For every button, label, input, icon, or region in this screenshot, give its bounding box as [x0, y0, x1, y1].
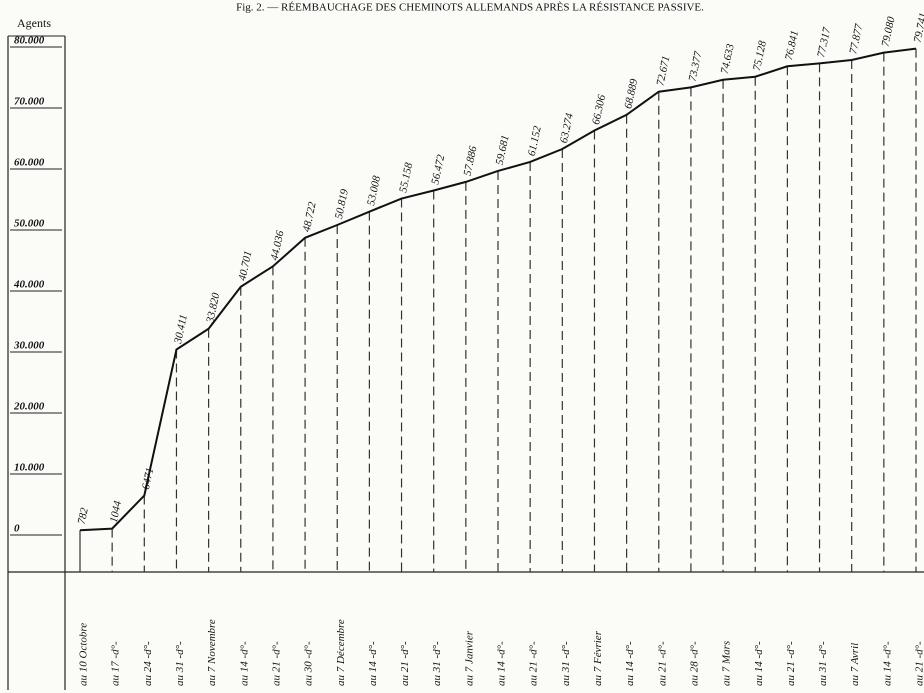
data-label: 50.819 [333, 188, 351, 221]
data-label: 55.158 [397, 161, 415, 194]
line [79, 47, 917, 532]
x-tick-label: au 14 -d°- [496, 641, 508, 686]
y-tick-label: 0 [14, 523, 20, 535]
data-label: 77.877 [847, 23, 865, 56]
x-tick-label: au 31 -d°- [174, 641, 186, 686]
y-tick-label: 70.000 [14, 96, 45, 108]
data-label: 48.722 [301, 200, 319, 233]
data-label: 66.306 [590, 93, 608, 126]
x-tick-label: au 21 -d°- [656, 641, 668, 686]
data-label: 72.671 [654, 55, 672, 87]
data-label: 40.701 [236, 250, 254, 282]
x-tick-label: au 14 -d°- [881, 641, 893, 686]
y-tick-label: 30.000 [13, 340, 45, 352]
x-tick-label: au 28 -d°- [688, 641, 700, 686]
x-tick-label: au 31 -d°- [817, 641, 829, 686]
data-label: 68.889 [622, 77, 640, 110]
x-tick-label: au 7 Mars [721, 641, 733, 686]
data-label: 63.274 [558, 112, 576, 145]
data-label: 53.008 [365, 174, 383, 207]
x-tick-label: au 21 -d°- [785, 641, 797, 686]
data-label: 1044 [108, 499, 124, 524]
x-tick-label: au 21 -d°- [399, 641, 411, 686]
y-tick-label: 10.000 [14, 462, 45, 474]
data-label: 79.080 [880, 15, 898, 48]
data-label: 77.317 [815, 26, 833, 59]
x-tick-label: au 7 Novembre [206, 619, 218, 686]
data-label: 79.741 [912, 12, 924, 44]
data-label: 74.633 [719, 42, 737, 75]
x-tick-label: au 17 -d°- [110, 641, 122, 686]
y-axis-label: Agents [17, 16, 51, 30]
x-tick-label: au 21 -d°- [270, 641, 282, 686]
data-label: 33.820 [204, 291, 222, 325]
data-label: 73.377 [687, 50, 705, 83]
x-tick-label: au 14 -d°- [753, 641, 765, 686]
data-label: 61.152 [526, 125, 544, 158]
y-tick-label: 40.000 [13, 279, 45, 291]
x-tick-label: au 30 -d°- [303, 641, 315, 686]
x-tick-label: au 7 Avril [849, 643, 861, 686]
y-tick-label: 50.000 [14, 218, 45, 230]
data-label: 75.128 [751, 39, 769, 72]
x-tick-label: au 7 Décembre [335, 619, 347, 686]
x-tick-label: au 14 -d°- [238, 641, 250, 686]
x-tick-label: au 7 Janvier [463, 630, 475, 686]
data-label: 57.886 [462, 144, 480, 177]
x-tick-label: au 14 -d°- [624, 641, 636, 686]
x-tick-label: au 7 Février [592, 630, 604, 686]
data-label: 59.681 [494, 134, 512, 166]
y-tick-label: 20.000 [13, 401, 45, 413]
x-tick-label: au 31 -d°- [560, 641, 572, 686]
x-tick-label: au 10 Octobre [78, 623, 90, 686]
x-tick-label: au 24 -d°- [142, 641, 154, 686]
data-label: 56.472 [429, 153, 447, 186]
x-tick-label: au 14 -d°- [367, 641, 379, 686]
x-tick-label: au 31 -d°- [431, 641, 443, 686]
y-tick-label: 60.000 [14, 157, 45, 169]
data-label: 76.841 [783, 29, 801, 61]
data-label: 30.411 [172, 313, 190, 345]
y-tick-label: 80.000 [14, 35, 45, 47]
x-tick-label: au 21 -d°- [914, 641, 924, 686]
data-label: 782 [76, 506, 91, 525]
x-tick-label: au 21 -d°- [528, 641, 540, 686]
chart-title: Fig. 2. — RÉEMBAUCHAGE DES CHEMINOTS ALL… [236, 2, 704, 14]
